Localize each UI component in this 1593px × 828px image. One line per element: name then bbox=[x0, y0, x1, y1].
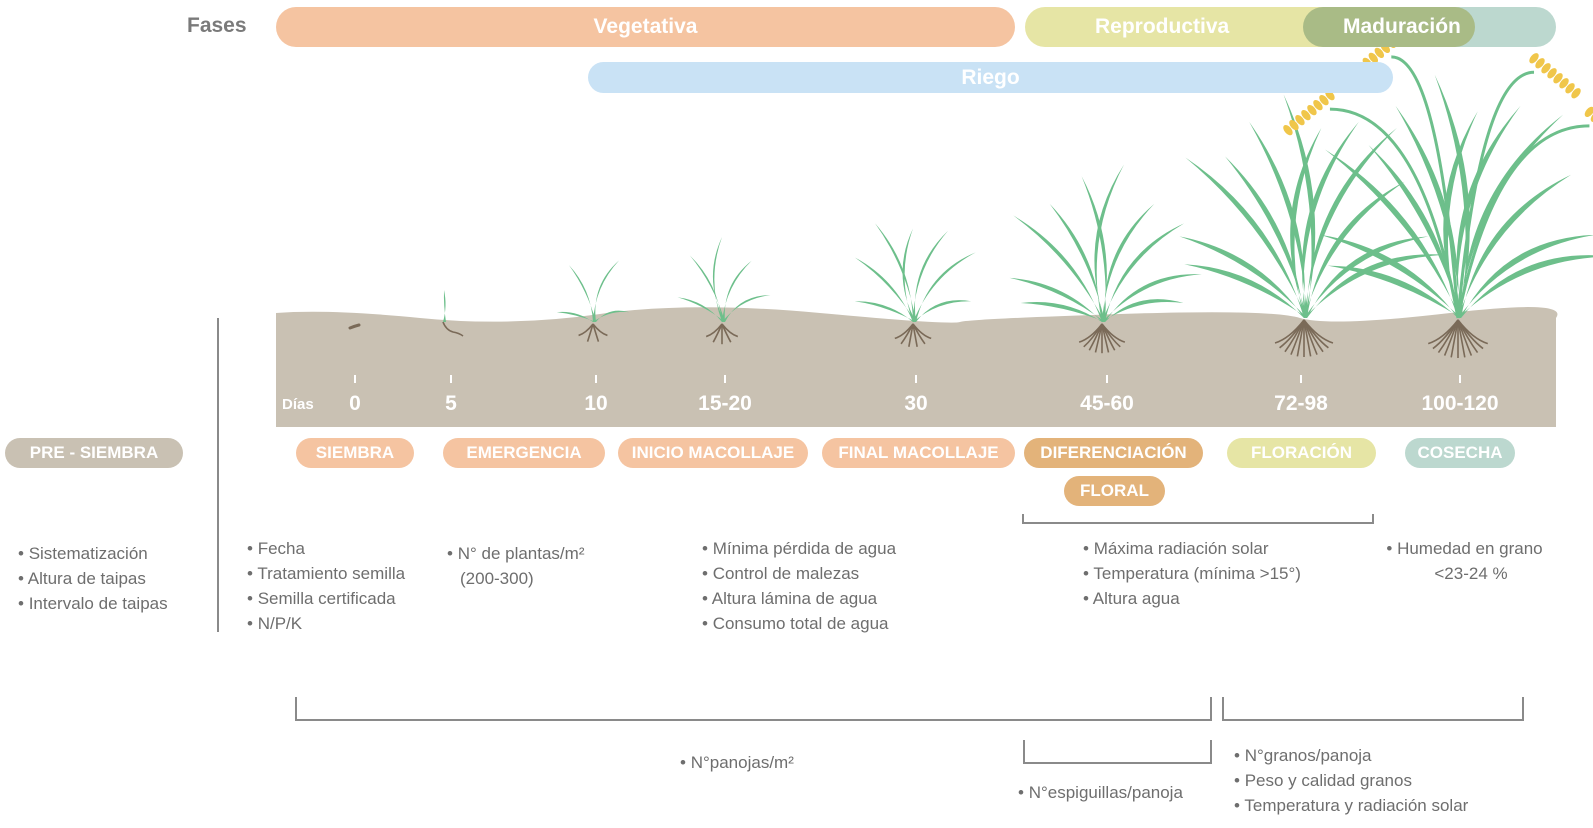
days-label: Días bbox=[282, 396, 314, 413]
practice-item: Altura de taipas bbox=[18, 566, 208, 591]
practice-list: FechaTratamiento semillaSemilla certific… bbox=[247, 536, 447, 636]
stage-pill: FLORACIÓN bbox=[1227, 438, 1376, 468]
leaf bbox=[1458, 115, 1563, 318]
stage-pill: PRE - SIEMBRA bbox=[5, 438, 183, 468]
stage-pill: FINAL MACOLLAJE bbox=[822, 438, 1015, 468]
practice-list: SistematizaciónAltura de taipasIntervalo… bbox=[18, 541, 208, 616]
leaf bbox=[1328, 266, 1461, 318]
day-label: 72-98 bbox=[1274, 392, 1328, 416]
artwork bbox=[0, 0, 1593, 828]
leaf bbox=[1458, 235, 1593, 318]
stage-pill: SIEMBRA bbox=[296, 438, 414, 468]
day-label: 5 bbox=[445, 392, 457, 416]
practice-list: N° de plantas/m² (200-300) bbox=[447, 541, 622, 591]
stage-pill: DIFERENCIACIÓN bbox=[1024, 438, 1203, 468]
component-item: N°granos/panoja bbox=[1234, 743, 1468, 768]
stage-pill: EMERGENCIA bbox=[443, 438, 605, 468]
practice-list: Humedad en grano <23-24 % bbox=[1372, 536, 1557, 586]
practice-list: Máxima radiación solarTemperatura (mínim… bbox=[1083, 536, 1323, 611]
component-item: Peso y calidad granos bbox=[1234, 768, 1468, 793]
component-list: N°espiguillas/panoja bbox=[1018, 780, 1183, 805]
phase-bar: Vegetativa bbox=[276, 7, 1015, 47]
day-label: 0 bbox=[349, 392, 361, 416]
component-list: N°panojas/m² bbox=[680, 750, 794, 775]
day-label: 45-60 bbox=[1080, 392, 1134, 416]
leaf bbox=[913, 300, 971, 322]
component-item: N°espiguillas/panoja bbox=[1018, 780, 1183, 805]
practice-item: Humedad en grano <23-24 % bbox=[1372, 536, 1557, 586]
practice-item: Semilla certificada bbox=[247, 586, 447, 611]
infographic: FasesVegetativaReproductivaMaduraciónRie… bbox=[0, 0, 1593, 828]
practice-item: Altura agua bbox=[1083, 586, 1323, 611]
practice-item: N° de plantas/m² (200-300) bbox=[447, 541, 622, 591]
bracket bbox=[1024, 740, 1211, 763]
leaf bbox=[443, 290, 446, 322]
component-item: Temperatura y radiación solar bbox=[1234, 793, 1468, 818]
practice-item: Intervalo de taipas bbox=[18, 591, 208, 616]
day-label: 10 bbox=[584, 392, 607, 416]
leaf bbox=[1102, 204, 1154, 322]
phases-label: Fases bbox=[187, 14, 247, 38]
leaf bbox=[913, 252, 976, 322]
practice-item: Fecha bbox=[247, 536, 447, 561]
day-label: 100-120 bbox=[1421, 392, 1498, 416]
practice-item: Mínima pérdida de agua bbox=[702, 536, 942, 561]
practice-item: Altura lámina de agua bbox=[702, 586, 942, 611]
practice-list: Mínima pérdida de aguaControl de malezas… bbox=[702, 536, 942, 636]
practice-item: Temperatura (mínima >15°) bbox=[1083, 561, 1323, 586]
practice-item: Consumo total de agua bbox=[702, 611, 942, 636]
practice-item: Tratamiento semilla bbox=[247, 561, 447, 586]
stage-pill: FLORAL bbox=[1064, 476, 1165, 506]
component-item: N°panojas/m² bbox=[680, 750, 794, 775]
leaf bbox=[1102, 223, 1184, 322]
leaf bbox=[1184, 264, 1307, 318]
day-label: 15-20 bbox=[698, 392, 752, 416]
bracket bbox=[1223, 697, 1523, 720]
day-label: 30 bbox=[904, 392, 927, 416]
bracket bbox=[1023, 514, 1373, 523]
leaf bbox=[1082, 176, 1107, 322]
leaf bbox=[855, 258, 916, 322]
bracket bbox=[296, 697, 1211, 720]
practice-item: N/P/K bbox=[247, 611, 447, 636]
phase-bar: Maduración bbox=[1303, 7, 1475, 47]
component-list: N°granos/panojaPeso y calidad granosTemp… bbox=[1234, 743, 1468, 818]
practice-item: Sistematización bbox=[18, 541, 208, 566]
practice-item: Máxima radiación solar bbox=[1083, 536, 1323, 561]
stage-pill: COSECHA bbox=[1405, 438, 1515, 468]
stage-pill: INICIO MACOLLAJE bbox=[618, 438, 808, 468]
practice-item: Control de malezas bbox=[702, 561, 942, 586]
irrigation-bar: Riego bbox=[588, 62, 1393, 93]
